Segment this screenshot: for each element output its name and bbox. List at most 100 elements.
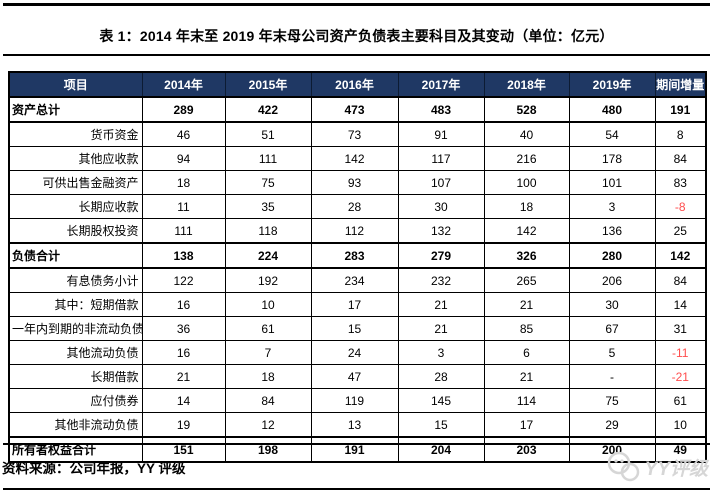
value-cell: 5	[568, 340, 656, 365]
column-header: 2015年	[224, 71, 312, 98]
value-cell: 36	[141, 316, 226, 341]
column-header-item: 项目	[8, 71, 143, 98]
value-cell: 28	[310, 194, 399, 219]
value-cell: 67	[568, 316, 656, 341]
value-cell: 114	[483, 388, 570, 413]
value-cell: 40	[483, 121, 570, 147]
value-cell: 29	[568, 412, 656, 438]
value-cell: 200	[568, 436, 656, 463]
value-cell: 93	[310, 170, 399, 195]
watermark: YY评级	[605, 450, 708, 484]
value-cell: 18	[483, 194, 570, 219]
table-row: 负债合计 138 224 283 279 326 280 142	[8, 242, 707, 269]
value-cell: -8	[654, 194, 707, 219]
value-cell: 73	[310, 121, 399, 147]
table-row: 可供出售金融资产 18 75 93 107 100 101 83	[8, 170, 707, 195]
value-cell: 112	[310, 218, 399, 244]
value-cell: 91	[397, 121, 485, 147]
value-cell: 480	[568, 96, 656, 123]
row-label: 应付债券	[8, 388, 143, 413]
value-cell: 289	[141, 96, 226, 123]
value-cell: 10	[224, 292, 312, 317]
value-cell: 75	[568, 388, 656, 413]
value-cell: -21	[654, 364, 707, 389]
table-row: 资产总计 289 422 473 483 528 480 191	[8, 96, 707, 123]
value-cell: 198	[224, 436, 312, 463]
table-row: 应付债券 14 84 119 145 114 75 61	[8, 388, 707, 413]
value-cell: 232	[397, 267, 485, 293]
value-cell: 265	[483, 267, 570, 293]
row-label: 其中：短期借款	[8, 292, 143, 317]
column-header: 2014年	[141, 71, 226, 98]
row-label: 资产总计	[8, 96, 143, 123]
top-divider	[3, 3, 710, 6]
value-cell: 84	[654, 146, 707, 171]
value-cell: 10	[654, 412, 707, 438]
row-label: 长期股权投资	[8, 218, 143, 244]
value-cell: 117	[397, 146, 485, 171]
value-cell: 111	[141, 218, 226, 244]
row-label: 所有者权益合计	[8, 436, 143, 463]
value-cell: 122	[141, 267, 226, 293]
value-cell: 84	[654, 267, 707, 293]
value-cell: 422	[224, 96, 312, 123]
value-cell: 14	[654, 292, 707, 317]
title-divider	[3, 54, 710, 56]
value-cell: 15	[397, 412, 485, 438]
value-cell: 280	[568, 242, 656, 269]
row-label: 其他非流动负债	[8, 412, 143, 438]
value-cell: 85	[483, 316, 570, 341]
value-cell: 19	[141, 412, 226, 438]
value-cell: 138	[141, 242, 226, 269]
value-cell: 94	[141, 146, 226, 171]
row-label: 负债合计	[8, 242, 143, 269]
table-body: 资产总计 289 422 473 483 528 480 191 货币资金 46 51 73 91 40 5…	[8, 96, 707, 463]
value-cell: 216	[483, 146, 570, 171]
value-cell: 46	[141, 121, 226, 147]
value-cell: 28	[397, 364, 485, 389]
value-cell: 21	[141, 364, 226, 389]
column-header: 期间增量	[654, 71, 707, 98]
table-row: 其中：短期借款 16 10 17 21 21 30 14	[8, 292, 707, 317]
value-cell: 3	[397, 340, 485, 365]
value-cell: 21	[483, 364, 570, 389]
column-header: 2019年	[568, 71, 656, 98]
value-cell: 25	[654, 218, 707, 244]
table-row: 一年内到期的非流动负债 36 61 15 21 85 67 31	[8, 316, 707, 341]
balance-sheet-table: 项目 2014年 2015年 2016年 2017年 2018年 2019年 期间增量 资产总…	[8, 71, 707, 463]
value-cell: 178	[568, 146, 656, 171]
value-cell: 18	[224, 364, 312, 389]
value-cell: 192	[224, 267, 312, 293]
value-cell: 8	[654, 121, 707, 147]
value-cell: 51	[224, 121, 312, 147]
value-cell: 14	[141, 388, 226, 413]
value-cell: 142	[483, 218, 570, 244]
value-cell: 49	[654, 436, 707, 463]
table-row: 其他流动负债 16 7 24 3 6 5 -11	[8, 340, 707, 365]
value-cell: 206	[568, 267, 656, 293]
value-cell: 142	[654, 242, 707, 269]
row-label: 货币资金	[8, 121, 143, 147]
value-cell: 203	[483, 436, 570, 463]
value-cell: -	[568, 364, 656, 389]
column-header: 2017年	[397, 71, 485, 98]
value-cell: 145	[397, 388, 485, 413]
value-cell: 3	[568, 194, 656, 219]
table-row: 其他应收款 94 111 142 117 216 178 84	[8, 146, 707, 171]
value-cell: 21	[397, 292, 485, 317]
value-cell: 107	[397, 170, 485, 195]
value-cell: 326	[483, 242, 570, 269]
value-cell: 54	[568, 121, 656, 147]
value-cell: 283	[310, 242, 399, 269]
table-row: 长期股权投资 111 118 112 132 142 136 25	[8, 218, 707, 244]
row-label: 其他流动负债	[8, 340, 143, 365]
table-row: 其他非流动负债 19 12 13 15 17 29 10	[8, 412, 707, 438]
value-cell: 75	[224, 170, 312, 195]
value-cell: 7	[224, 340, 312, 365]
value-cell: 15	[310, 316, 399, 341]
watermark-label: YY评级	[644, 458, 708, 480]
value-cell: 191	[654, 96, 707, 123]
value-cell: 132	[397, 218, 485, 244]
value-cell: 11	[141, 194, 226, 219]
value-cell: -11	[654, 340, 707, 365]
